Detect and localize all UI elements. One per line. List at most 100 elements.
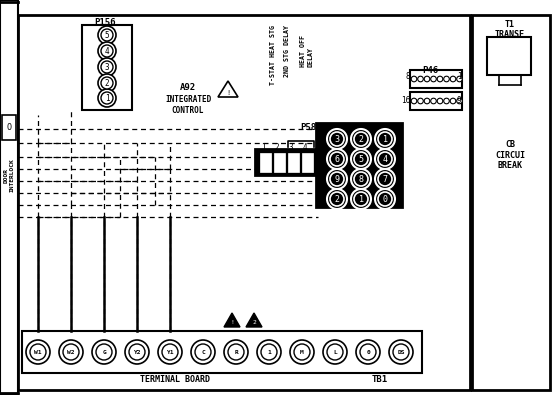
Text: 1: 1: [261, 143, 265, 152]
Text: 9: 9: [335, 175, 340, 184]
Text: TERMINAL BOARD: TERMINAL BOARD: [140, 376, 210, 384]
Circle shape: [158, 340, 182, 364]
Text: W2: W2: [67, 350, 75, 354]
Circle shape: [101, 29, 113, 41]
Polygon shape: [218, 81, 238, 97]
Circle shape: [327, 189, 347, 209]
Text: 16: 16: [402, 96, 411, 105]
Circle shape: [129, 344, 145, 360]
Circle shape: [444, 76, 449, 82]
Bar: [82, 25, 132, 110]
Text: G: G: [102, 350, 106, 354]
Circle shape: [418, 98, 423, 104]
Text: 2: 2: [358, 135, 363, 143]
Text: 3: 3: [335, 135, 340, 143]
Circle shape: [450, 98, 456, 104]
Circle shape: [98, 58, 116, 76]
Text: 2ND STG DELAY: 2ND STG DELAY: [284, 25, 290, 77]
Circle shape: [98, 74, 116, 92]
Bar: [316, 123, 402, 207]
Bar: [2, 115, 16, 140]
Text: 2: 2: [252, 320, 256, 325]
Circle shape: [456, 76, 462, 82]
Circle shape: [195, 344, 211, 360]
Bar: [260, 153, 271, 172]
Text: Y1: Y1: [166, 350, 174, 354]
Text: DOOR
INTERLOCK: DOOR INTERLOCK: [3, 158, 14, 192]
Bar: [274, 153, 285, 172]
Circle shape: [101, 45, 113, 57]
Bar: [302, 153, 313, 172]
Text: 1: 1: [382, 135, 387, 143]
Circle shape: [354, 152, 368, 166]
Circle shape: [375, 129, 395, 149]
Circle shape: [191, 340, 215, 364]
Circle shape: [360, 344, 376, 360]
Circle shape: [437, 76, 443, 82]
Circle shape: [101, 92, 113, 104]
Circle shape: [330, 132, 344, 146]
Text: P46: P46: [422, 66, 438, 75]
Circle shape: [323, 340, 347, 364]
Circle shape: [162, 344, 178, 360]
Circle shape: [430, 98, 437, 104]
Text: 3: 3: [105, 62, 109, 71]
Circle shape: [257, 340, 281, 364]
Text: 5: 5: [358, 154, 363, 164]
Text: 4: 4: [382, 154, 387, 164]
Circle shape: [327, 344, 343, 360]
Circle shape: [294, 344, 310, 360]
Circle shape: [389, 340, 413, 364]
Text: 6: 6: [335, 154, 340, 164]
Circle shape: [327, 129, 347, 149]
Circle shape: [330, 192, 344, 206]
Text: 0: 0: [366, 350, 370, 354]
Text: 1: 1: [105, 94, 109, 102]
Text: 4: 4: [105, 47, 109, 56]
Circle shape: [444, 98, 449, 104]
Text: W1: W1: [34, 350, 42, 354]
Circle shape: [375, 149, 395, 169]
Circle shape: [351, 149, 371, 169]
Circle shape: [378, 192, 392, 206]
Circle shape: [327, 169, 347, 189]
Circle shape: [330, 172, 344, 186]
Circle shape: [375, 189, 395, 209]
Text: A92: A92: [180, 83, 196, 92]
Circle shape: [290, 340, 314, 364]
Text: L: L: [333, 350, 337, 354]
Circle shape: [330, 152, 344, 166]
Text: DELAY: DELAY: [307, 47, 313, 67]
Text: 0: 0: [382, 194, 387, 203]
Circle shape: [96, 344, 112, 360]
Circle shape: [26, 340, 50, 364]
Polygon shape: [224, 313, 240, 327]
Circle shape: [92, 340, 116, 364]
Bar: [0, 0, 18, 395]
Text: 3: 3: [289, 143, 293, 152]
Circle shape: [430, 76, 437, 82]
Text: T-STAT HEAT STG: T-STAT HEAT STG: [270, 25, 276, 85]
Text: M: M: [300, 350, 304, 354]
Text: 7: 7: [382, 175, 387, 184]
Circle shape: [63, 344, 79, 360]
Circle shape: [437, 98, 443, 104]
Text: !: !: [230, 320, 234, 325]
Text: CB
CIRCUI
BREAK: CB CIRCUI BREAK: [495, 140, 525, 170]
Polygon shape: [246, 313, 262, 327]
Circle shape: [393, 344, 409, 360]
Text: 5: 5: [105, 30, 109, 40]
Text: 2: 2: [275, 143, 279, 152]
Circle shape: [418, 76, 423, 82]
Bar: [410, 92, 462, 110]
Circle shape: [101, 61, 113, 73]
Text: 1: 1: [456, 71, 461, 81]
Circle shape: [378, 152, 392, 166]
Text: R: R: [234, 350, 238, 354]
Text: 2: 2: [105, 79, 109, 88]
Circle shape: [356, 340, 380, 364]
Bar: [487, 37, 531, 75]
Circle shape: [125, 340, 149, 364]
Circle shape: [228, 344, 244, 360]
Bar: [22, 331, 422, 373]
